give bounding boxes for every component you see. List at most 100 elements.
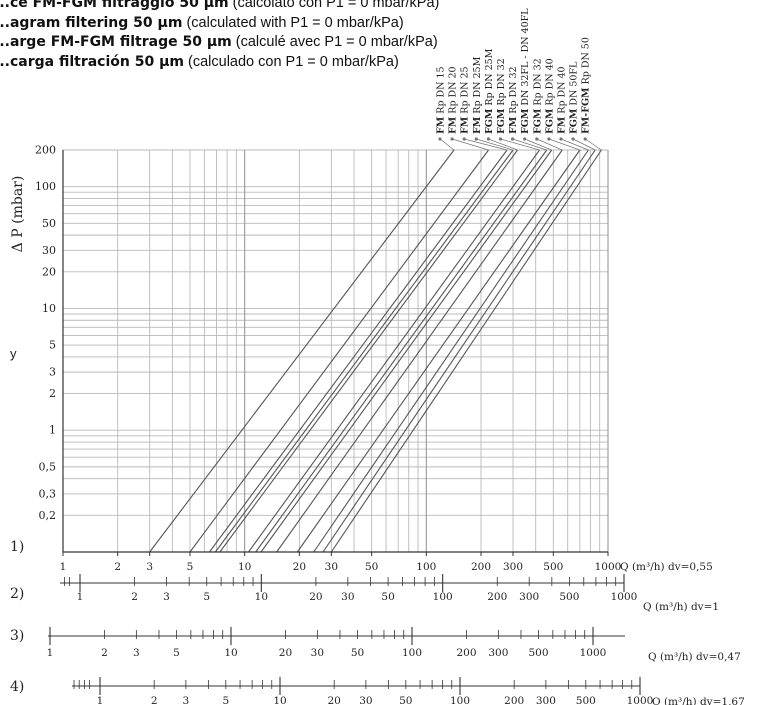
series-line-7 — [260, 149, 553, 553]
scale-2-tick-label: 500 — [559, 591, 579, 603]
scale-2-tick-label: 5 — [203, 591, 210, 603]
series-line-6 — [255, 149, 548, 553]
series-leader-dot-1 — [450, 137, 454, 141]
scale-2-tick-label: 3 — [163, 591, 170, 603]
scale-3-tick-label: 50 — [351, 647, 364, 659]
series-label-6: FM Rp DN 32 — [508, 66, 519, 134]
series-line-12 — [330, 149, 602, 553]
scale-4-tick-label: 300 — [536, 695, 556, 705]
scale-4-row-label: 4) — [10, 679, 24, 695]
series-label-4: FGM Rp DN 25M — [484, 48, 495, 134]
y-tick-label: 5 — [49, 339, 56, 352]
series-leader-dot-6 — [510, 137, 515, 141]
scale-1-tick-label: 50 — [365, 561, 378, 573]
scale-1-tick-label: 5 — [187, 561, 194, 573]
scale-4-tick-label: 200 — [504, 695, 524, 705]
y-tick-label: 100 — [35, 180, 56, 193]
series-leader-3 — [476, 138, 514, 151]
series-leader-5 — [500, 138, 540, 151]
scale-4-tick-label: 10 — [273, 695, 286, 705]
series-label-7: FGM DN 32FL - DN 40FL — [520, 8, 531, 134]
scale-4-tick-label: 100 — [450, 695, 470, 705]
y-tick-label: 1 — [49, 424, 56, 437]
scale-2-tick-label: 200 — [487, 591, 507, 603]
series-line-9 — [296, 149, 581, 553]
scale-2-tick-label: 300 — [519, 591, 539, 603]
series-leader-dot-12 — [583, 137, 587, 141]
series-line-0 — [149, 149, 455, 553]
scale-4-tick-label: 50 — [399, 695, 412, 705]
scale-3-tick-label: 5 — [173, 647, 180, 659]
scale-4-tick-label: 1000 — [627, 695, 654, 705]
scale-1-row-label: 1) — [10, 539, 24, 555]
series-line-10 — [313, 149, 589, 553]
y-tick-label: 50 — [42, 217, 56, 230]
scale-4-tick-label: 2 — [151, 695, 158, 705]
series-line-5 — [248, 149, 541, 553]
scale-4-tick-label: 3 — [183, 695, 190, 705]
series-leader-dot-10 — [559, 137, 563, 141]
scale-1-tick-label: 10 — [238, 561, 251, 573]
series-leader-2 — [464, 138, 508, 151]
scale-1-tick-label: 1000 — [595, 561, 622, 573]
scale-3-tick-label: 200 — [456, 647, 476, 659]
scale-3-tick-label: 500 — [528, 647, 548, 659]
scale-2-tick-label: 50 — [381, 591, 394, 603]
series-label-5: FGM Rp DN 32 — [496, 58, 507, 134]
scale-1-tick-label: 30 — [325, 561, 338, 573]
y-tick-label: 0,5 — [39, 460, 57, 473]
series-label-1: FM Rp DN 20 — [448, 66, 459, 134]
series-leader-1 — [451, 138, 489, 151]
y-tick-label: 2 — [49, 387, 56, 400]
series-line-4 — [219, 149, 519, 553]
series-leader-12 — [585, 138, 602, 151]
scale-4-tick-label: 30 — [359, 695, 372, 705]
scale-3-tick-label: 300 — [488, 647, 508, 659]
series-label-0: FM Rp DN 15 — [436, 66, 447, 134]
scale-2-tick-label: 10 — [255, 591, 268, 603]
scale-2-tick-label: 1000 — [611, 591, 638, 603]
scale-3-tick-label: 3 — [133, 647, 140, 659]
scale-2-tick-label: 2 — [131, 591, 138, 603]
series-leader-dot-2 — [462, 137, 466, 141]
series-label-2: FM Rp DN 25 — [460, 66, 471, 134]
y-tick-label: 0,3 — [39, 487, 57, 500]
y-tick-label: 3 — [49, 366, 56, 379]
series-line-3 — [214, 149, 514, 553]
series-leader-9 — [548, 138, 580, 151]
y-axis-title: Δ P (mbar) — [10, 176, 26, 253]
scale-3-tick-label: 30 — [311, 647, 324, 659]
scale-4-tick-label: 500 — [576, 695, 596, 705]
series-line-11 — [322, 149, 596, 553]
y-tick-label: 10 — [42, 302, 56, 315]
chart-title-it: ...ce FM-FGM filtraggio 50 µm (calcolato… — [0, 0, 440, 11]
scale-1-tick-label: 200 — [471, 561, 491, 573]
scale-2-tick-label: 30 — [341, 591, 354, 603]
scale-3-tick-label: 2 — [101, 647, 108, 659]
series-leader-7 — [524, 138, 552, 151]
series-line-1 — [189, 149, 489, 553]
y-tick-label: 200 — [35, 144, 56, 157]
scale-3-unit-label: Q (m³/h) dv=0,47 — [648, 651, 741, 663]
series-leader-dot-11 — [571, 137, 575, 141]
series-leader-0 — [439, 138, 455, 151]
series-label-12: FM-FGM Rp DN 50 — [581, 37, 592, 134]
chart-title-es: ...carga filtración 50 µm (calculado con… — [0, 53, 399, 70]
series-leader-8 — [536, 138, 563, 151]
scale-2-row-label: 2) — [10, 586, 24, 602]
series-leader-dot-5 — [498, 137, 503, 141]
chart-title-fr: ...arge FM-FGM filtrage 50 µm (calculé a… — [0, 34, 438, 50]
scale-4-tick-label: 5 — [222, 695, 229, 705]
series-leader-dot-4 — [486, 137, 490, 141]
series-leader-dot-0 — [438, 137, 442, 141]
scale-3-tick-label: 10 — [224, 647, 237, 659]
scale-1-tick-label: 2 — [114, 561, 121, 573]
scale-1-tick-label: 1 — [60, 561, 67, 573]
scale-2-unit-label: Q (m³/h) dv=1 — [643, 601, 719, 613]
side-fragment-text: y — [10, 346, 17, 361]
series-lines — [149, 149, 602, 553]
series-leader-dot-9 — [547, 137, 551, 141]
